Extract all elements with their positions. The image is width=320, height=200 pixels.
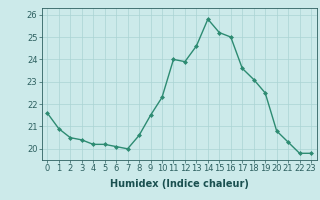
X-axis label: Humidex (Indice chaleur): Humidex (Indice chaleur): [110, 179, 249, 189]
